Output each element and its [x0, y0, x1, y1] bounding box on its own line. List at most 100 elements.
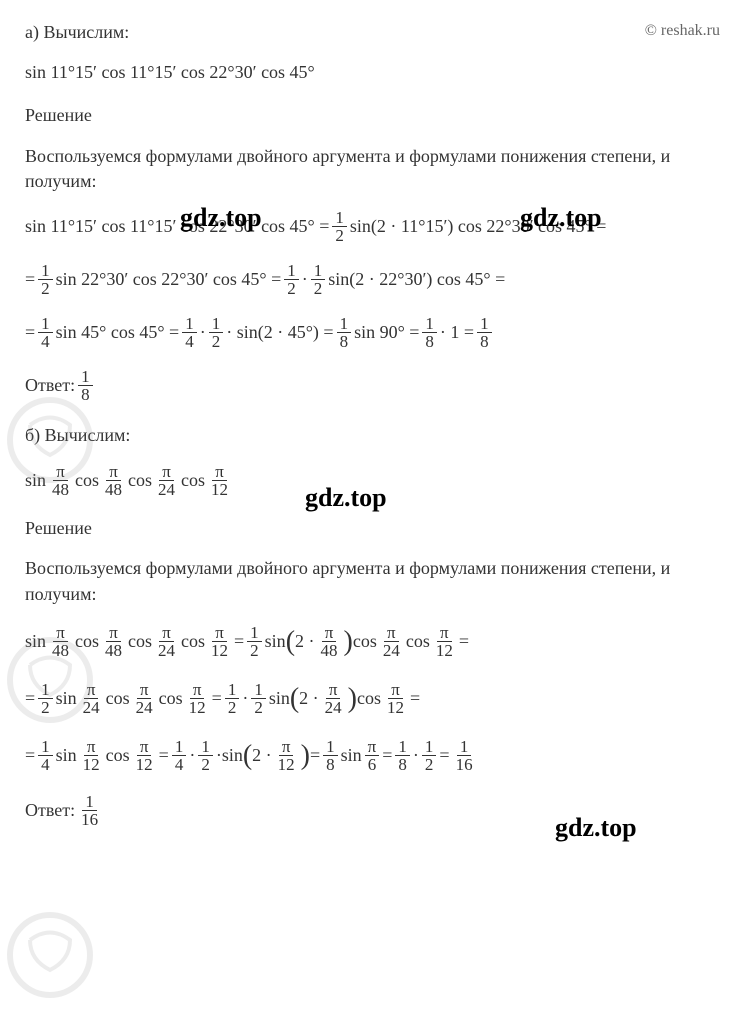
- math-text: sin: [222, 743, 243, 768]
- fraction: 14: [172, 738, 187, 773]
- fraction: π12: [275, 738, 298, 773]
- fraction: π12: [133, 738, 156, 773]
- paren: ): [344, 622, 353, 661]
- math-text: sin: [269, 686, 290, 711]
- math-text: ·: [189, 743, 195, 768]
- intro-text: Воспользуемся формулами двойного аргумен…: [25, 556, 720, 606]
- fraction: π6: [365, 738, 380, 773]
- fraction: π24: [80, 681, 103, 716]
- math-text: =: [382, 743, 392, 768]
- math-text: cos: [106, 686, 130, 711]
- math-text: =: [212, 686, 222, 711]
- fraction: 12: [311, 262, 326, 297]
- fraction: 12: [284, 262, 299, 297]
- fraction: 14: [182, 315, 197, 350]
- math-text: · 1 =: [440, 320, 474, 345]
- math-text: cos: [75, 468, 99, 493]
- fraction: 12: [225, 681, 240, 716]
- math-text: sin 11°15′ cos 11°15′ cos 22°30′ cos 45°…: [25, 214, 329, 239]
- fraction: π12: [186, 681, 209, 716]
- fraction: 12: [422, 738, 437, 773]
- fraction: 18: [78, 368, 93, 403]
- fraction: 18: [337, 315, 352, 350]
- fraction: 18: [422, 315, 437, 350]
- math-text: sin: [56, 686, 77, 711]
- math-text: sin: [341, 743, 362, 768]
- fraction: π48: [102, 624, 125, 659]
- fraction: 12: [247, 624, 262, 659]
- fraction: 12: [38, 262, 53, 297]
- answer-label: Ответ:: [25, 373, 75, 398]
- part-b-label: б) Вычислим:: [25, 423, 720, 448]
- math-text: =: [439, 743, 449, 768]
- math-text: =: [234, 629, 244, 654]
- fraction: π48: [49, 624, 72, 659]
- part-a-expression: sin 11°15′ cos 11°15′ cos 22°30′ cos 45°: [25, 60, 720, 85]
- fraction: 116: [453, 738, 476, 773]
- fraction: π12: [208, 463, 231, 498]
- paren: (: [243, 736, 252, 775]
- fraction: π24: [155, 624, 178, 659]
- reshak-watermark: [0, 905, 100, 1005]
- fraction: 18: [477, 315, 492, 350]
- math-text: cos: [181, 468, 205, 493]
- math-text: =: [25, 743, 35, 768]
- fraction: π12: [433, 624, 456, 659]
- math-text: cos: [406, 629, 430, 654]
- math-text: sin 45° cos 45° =: [56, 320, 180, 345]
- math-text: =: [25, 267, 35, 292]
- answer-a: Ответ: 18: [25, 368, 720, 403]
- paren: (: [286, 622, 295, 661]
- fraction: π24: [322, 681, 345, 716]
- math-line-b3: = 14 sin π12 cos π12 = 14 · 12 · sin ( 2…: [25, 736, 720, 775]
- fraction: 14: [38, 738, 53, 773]
- math-text: cos: [353, 629, 377, 654]
- math-text: sin: [265, 629, 286, 654]
- paren: (: [290, 679, 299, 718]
- math-text: =: [25, 686, 35, 711]
- fraction: π24: [380, 624, 403, 659]
- fraction: 12: [251, 681, 266, 716]
- math-text: 2 ·: [252, 743, 272, 768]
- math-text: sin: [25, 468, 46, 493]
- fraction: π48: [102, 463, 125, 498]
- fraction: π48: [49, 463, 72, 498]
- part-a-label: а) Вычислим:: [25, 20, 720, 45]
- fraction: 12: [38, 681, 53, 716]
- math-line-b1: sin π48 cos π48 cos π24 cos π12 = 12 sin…: [25, 622, 720, 661]
- paren: ): [301, 736, 310, 775]
- fraction: 18: [323, 738, 338, 773]
- math-text: cos: [128, 468, 152, 493]
- solution-heading: Решение: [25, 516, 720, 541]
- part-b-expression: sin π48 cos π48 cos π24 cos π12: [25, 463, 720, 498]
- fraction: 12: [209, 315, 224, 350]
- fraction: 14: [38, 315, 53, 350]
- math-line-b2: = 12 sin π24 cos π24 cos π12 = 12 · 12 s…: [25, 679, 720, 718]
- fraction: π12: [384, 681, 407, 716]
- math-text: =: [25, 320, 35, 345]
- math-text: ·: [242, 686, 248, 711]
- math-line-1: sin 11°15′ cos 11°15′ cos 22°30′ cos 45°…: [25, 209, 720, 244]
- math-text: =: [459, 629, 469, 654]
- math-line-2: = 12 sin 22°30′ cos 22°30′ cos 45° = 12 …: [25, 262, 720, 297]
- fraction: 12: [198, 738, 213, 773]
- math-text: sin(2 · 11°15′) cos 22°30′ cos 45° =: [350, 214, 606, 239]
- fraction: 12: [332, 209, 347, 244]
- copyright-text: © reshak.ru: [645, 20, 720, 42]
- paren: ): [348, 679, 357, 718]
- math-text: sin: [25, 629, 46, 654]
- math-text: 2 ·: [299, 686, 319, 711]
- fraction: 116: [78, 793, 101, 828]
- math-text: cos: [128, 629, 152, 654]
- math-text: sin: [56, 743, 77, 768]
- math-text: ·: [413, 743, 419, 768]
- fraction: π24: [133, 681, 156, 716]
- fraction: π48: [318, 624, 341, 659]
- math-text: ·: [302, 267, 308, 292]
- math-text: sin(2 · 22°30′) cos 45° =: [328, 267, 505, 292]
- math-text: =: [159, 743, 169, 768]
- fraction: π12: [208, 624, 231, 659]
- math-line-3: = 14 sin 45° cos 45° = 14 · 12 · sin(2 ·…: [25, 315, 720, 350]
- math-text: · sin(2 · 45°) =: [226, 320, 333, 345]
- math-text: ·: [200, 320, 206, 345]
